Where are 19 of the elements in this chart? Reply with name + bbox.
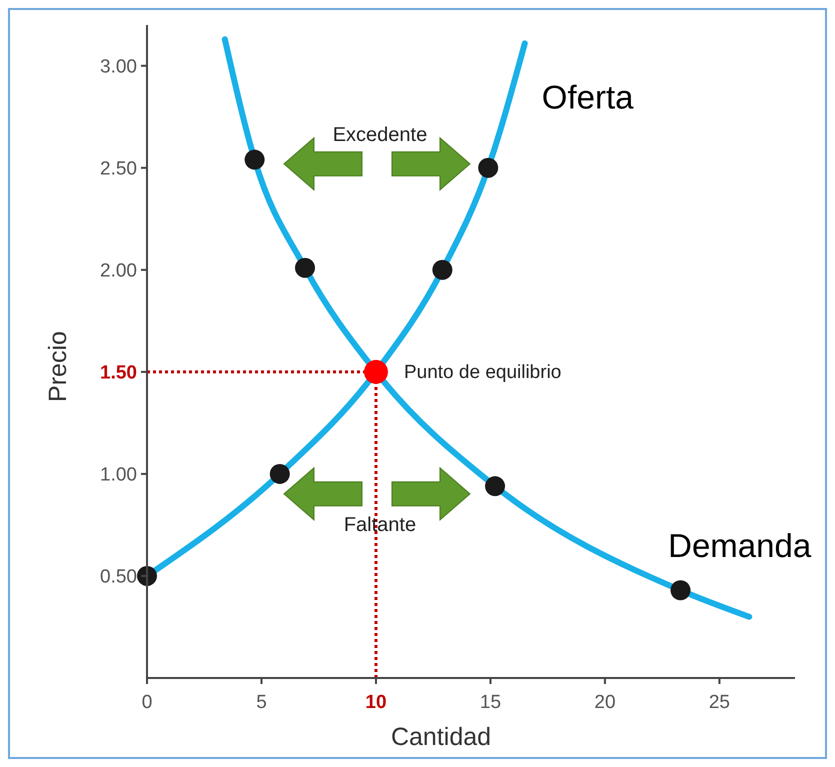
series-label: Punto de equilibrio — [404, 362, 562, 383]
y-tick-label: 1.00 — [100, 464, 137, 486]
x-tick-label: 10 — [365, 692, 387, 713]
y-tick-label: 2.00 — [100, 260, 137, 282]
annotation: Faltante — [344, 514, 416, 536]
x-axis-title: Cantidad — [390, 723, 492, 751]
x-tick-label: 25 — [708, 692, 730, 713]
y-axis-title: Precio — [44, 331, 72, 402]
x-tick-label: 0 — [142, 692, 152, 713]
x-tick-label: 5 — [256, 692, 267, 713]
series-label: Demanda — [668, 526, 812, 564]
y-tick-label: 2.50 — [100, 158, 137, 180]
x-tick-label: 20 — [594, 692, 616, 713]
y-tick-label: 0.50 — [100, 566, 137, 588]
series-label: Oferta — [542, 78, 634, 116]
annotation: Excedente — [332, 124, 428, 146]
y-tick-label: 3.00 — [100, 56, 137, 78]
x-tick-label: 15 — [480, 692, 502, 713]
y-tick-label: 1.50 — [100, 362, 137, 384]
